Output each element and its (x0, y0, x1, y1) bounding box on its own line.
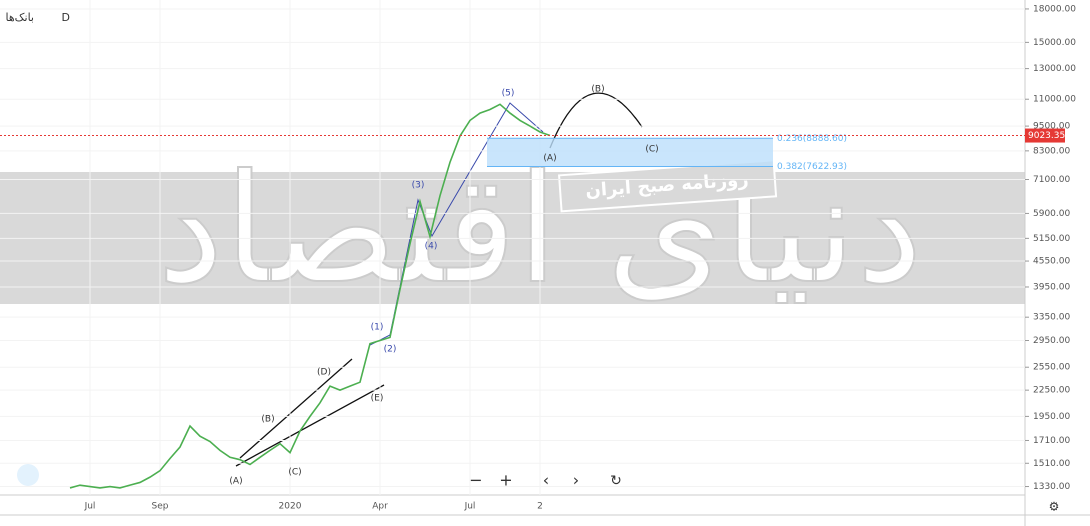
zoom-in[interactable]: + (499, 471, 512, 490)
x-tick-label: Sep (152, 502, 169, 512)
wave-label: (A) (229, 477, 242, 487)
scroll-left[interactable]: ‹ (543, 471, 549, 490)
x-tick-label: 2 (537, 502, 543, 512)
price-tag (1025, 128, 1065, 143)
wave-label: (B) (261, 415, 274, 425)
y-tick-label: 13000.00 (1033, 64, 1076, 74)
y-tick-label: 2250.00 (1033, 386, 1070, 396)
x-tick-label: Apr (372, 502, 388, 512)
y-tick-label: 11000.00 (1033, 95, 1076, 105)
wave-label: (D) (317, 368, 331, 378)
x-tick-label: 2020 (279, 502, 302, 512)
fib-zone (487, 138, 773, 167)
y-tick-label: 2550.00 (1033, 363, 1070, 373)
trendline (235, 384, 385, 467)
toolbar: − + ‹ › ↻ (469, 471, 622, 490)
y-tick-label: 3950.00 (1033, 282, 1070, 292)
y-tick-label: 1510.00 (1033, 459, 1070, 469)
stamp-frame (558, 159, 778, 213)
fib-label: 0.382(7622.93) (777, 162, 847, 172)
y-tick-label: 4550.00 (1033, 257, 1070, 267)
x-tick-label: Jul (464, 502, 476, 512)
y-tick-label: 18000.00 (1033, 4, 1076, 14)
zoom-out[interactable]: − (469, 471, 482, 490)
scroll-right[interactable]: › (573, 471, 579, 490)
y-tick-label: 1950.00 (1033, 412, 1070, 422)
symbol: بانک‌ها (6, 11, 34, 24)
price-line (69, 103, 551, 489)
projection-arc (549, 92, 643, 149)
x-tick-label: Jul (84, 502, 96, 512)
wave-label: (1) (371, 323, 384, 333)
y-tick-label: 15000.00 (1033, 38, 1076, 48)
y-tick-label: 8300.00 (1033, 146, 1070, 156)
fib-label: 0.236(8888.60) (777, 134, 847, 144)
y-tick-label: 1710.00 (1033, 436, 1070, 446)
wave-label: (5) (502, 89, 515, 99)
settings[interactable]: ⚙ (1049, 500, 1060, 514)
price-tag-label: 9023.35 (1028, 131, 1065, 141)
y-tick-label: 2950.00 (1033, 336, 1070, 346)
stamp-box: روزنامه صبح ایران (558, 159, 778, 213)
wave-label: (C) (645, 145, 658, 155)
y-tick-label: 1330.00 (1033, 482, 1070, 492)
reset[interactable]: ↻ (610, 473, 622, 489)
y-tick-label: 5150.00 (1033, 234, 1070, 244)
trendline (239, 358, 353, 459)
y-tick-label: 9500.00 (1033, 122, 1070, 132)
y-tick-label: 5900.00 (1033, 209, 1070, 219)
wave-label: (3) (412, 181, 425, 191)
y-tick-label: 3350.00 (1033, 313, 1070, 323)
wave-label: (4) (425, 242, 438, 252)
logo-button[interactable] (17, 464, 39, 486)
wave-label: (2) (384, 345, 397, 355)
interval: D (62, 11, 70, 24)
wave-label: (E) (371, 394, 384, 404)
wave-label: (A) (543, 154, 556, 164)
wave-label: (C) (288, 468, 301, 478)
y-tick-label: 7100.00 (1033, 175, 1070, 185)
wave-label: (B) (591, 85, 604, 95)
